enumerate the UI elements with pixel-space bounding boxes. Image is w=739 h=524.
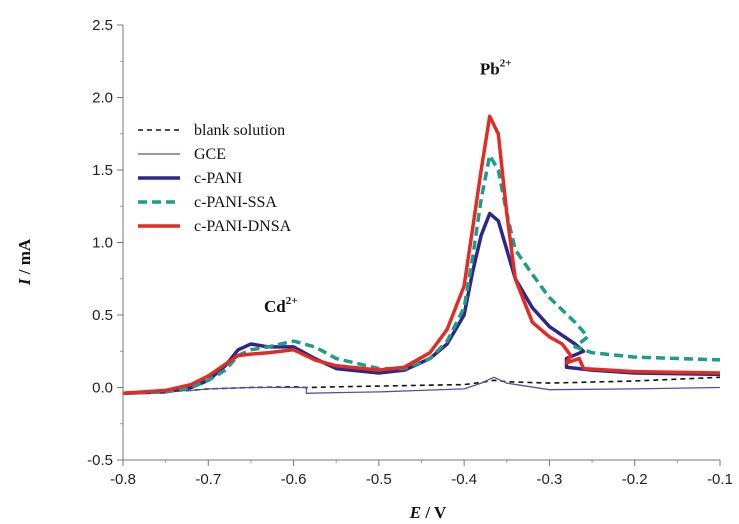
x-tick-label: -0.2 [622, 471, 648, 488]
x-tick-label: -0.8 [110, 471, 136, 488]
legend: blank solution GCE c-PANI c-PANI-SSA c-PANI-… [138, 122, 292, 235]
series-line-gce [122, 376, 721, 394]
series-line-c-pani-dnsa [122, 114, 721, 396]
series-line-c-pani [122, 211, 721, 396]
y-tick-label: -0.5 [87, 452, 113, 469]
legend-label: GCE [194, 146, 226, 163]
peak-label: Cd2+ [264, 295, 298, 316]
y-tick-label: 2.0 [92, 90, 113, 107]
x-axis-label: E / V [409, 503, 447, 522]
x-tick-label: -0.4 [451, 471, 477, 488]
legend-label: blank solution [194, 122, 285, 139]
series-line-blank-solution [122, 376, 721, 395]
peak-label: Pb2+ [480, 57, 512, 78]
y-tick-label: 2.5 [92, 17, 113, 34]
x-tick-label: -0.6 [281, 471, 307, 488]
x-tick-label: -0.1 [707, 471, 733, 488]
series-line-c-pani-ssa [122, 153, 721, 396]
y-tick-label: 0.5 [92, 307, 113, 324]
legend-label: c-PANI-SSA [194, 194, 277, 211]
x-tick-label: -0.5 [366, 471, 392, 488]
y-tick-label: 1.0 [92, 235, 113, 252]
x-tick-label: -0.7 [195, 471, 221, 488]
legend-label: c-PANI-DNSA [194, 218, 292, 235]
annotations: Cd2+ Pb2+ [264, 57, 511, 316]
y-axis-label: I / mA [15, 238, 34, 286]
legend-label: c-PANI [194, 170, 242, 187]
x-tick-label: -0.3 [536, 471, 562, 488]
series-layer [122, 114, 721, 396]
y-tick-label: 0.0 [92, 380, 113, 397]
axes: -0.5 0.0 0.5 1.0 1.5 2.0 2.5 -0.8 -0.7 -0.6 -0.5 -0… [87, 17, 733, 488]
y-tick-label: 1.5 [92, 162, 113, 179]
